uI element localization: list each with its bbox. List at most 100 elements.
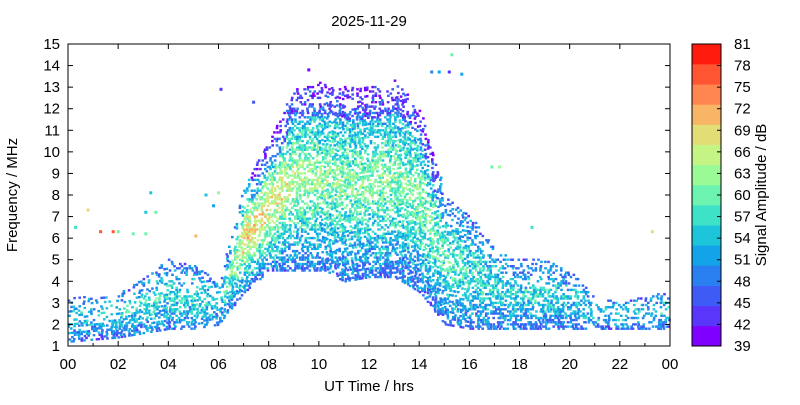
data-point <box>90 338 94 341</box>
data-point <box>182 318 186 322</box>
data-point <box>316 92 319 95</box>
data-point <box>339 271 342 274</box>
data-point <box>309 252 313 255</box>
data-point <box>383 172 386 175</box>
data-point <box>359 249 362 252</box>
data-point <box>276 247 279 251</box>
data-point <box>447 323 450 327</box>
data-point <box>281 206 285 210</box>
data-point <box>178 295 182 298</box>
data-point <box>318 262 321 266</box>
data-point <box>409 271 412 275</box>
data-point <box>426 268 430 271</box>
data-point <box>419 204 423 207</box>
data-point <box>299 94 302 97</box>
data-point <box>286 260 289 264</box>
data-point <box>230 296 234 299</box>
data-point <box>429 236 432 240</box>
data-point <box>288 118 291 121</box>
data-point <box>452 279 455 282</box>
data-point <box>145 299 148 302</box>
data-point <box>333 230 337 233</box>
data-point <box>414 283 417 286</box>
data-point <box>398 199 402 202</box>
data-point <box>358 137 361 140</box>
data-point <box>458 237 462 240</box>
data-point <box>367 189 370 193</box>
data-point <box>338 204 341 207</box>
data-point <box>285 167 289 171</box>
data-point <box>398 244 402 247</box>
data-point <box>321 89 324 92</box>
data-point <box>295 204 299 207</box>
data-point <box>300 178 304 182</box>
data-point <box>386 208 389 212</box>
data-point <box>454 253 458 257</box>
data-point <box>301 262 305 266</box>
data-point <box>288 131 291 134</box>
data-point <box>350 259 354 262</box>
data-point <box>289 107 292 110</box>
data-point <box>436 304 440 308</box>
data-point <box>308 221 312 225</box>
data-point <box>436 279 439 282</box>
data-point <box>329 232 332 235</box>
data-point <box>108 300 111 303</box>
data-point <box>401 222 404 225</box>
data-point <box>355 150 359 154</box>
data-point <box>294 152 297 156</box>
data-point <box>319 269 322 272</box>
data-point <box>231 279 235 282</box>
data-point <box>343 265 347 268</box>
data-point <box>336 222 339 226</box>
data-point <box>462 315 465 318</box>
data-point <box>335 181 339 185</box>
data-point <box>318 176 321 179</box>
data-point <box>465 309 468 312</box>
data-point <box>138 324 141 327</box>
data-point <box>155 303 158 307</box>
data-point <box>436 190 439 193</box>
data-point <box>285 103 289 106</box>
data-point <box>376 260 379 264</box>
data-point <box>300 247 304 251</box>
data-point <box>438 247 442 251</box>
data-point <box>335 201 339 204</box>
data-point <box>323 170 327 173</box>
data-point <box>441 320 445 323</box>
data-point <box>414 270 418 273</box>
data-point <box>324 247 328 251</box>
data-point <box>452 324 455 327</box>
data-point <box>336 149 340 152</box>
data-point <box>356 204 359 207</box>
data-point <box>241 214 245 217</box>
data-point <box>152 321 156 324</box>
data-point <box>339 107 342 110</box>
data-point <box>409 280 413 283</box>
data-point <box>75 311 78 315</box>
data-point <box>316 165 319 169</box>
data-point <box>427 251 430 254</box>
data-point <box>463 218 467 222</box>
data-point <box>376 245 379 248</box>
data-point <box>284 215 287 218</box>
data-point <box>434 176 437 179</box>
data-point <box>443 230 447 233</box>
data-point <box>364 121 368 124</box>
data-point <box>366 237 369 240</box>
data-point <box>401 118 405 121</box>
data-point <box>301 124 305 128</box>
data-point <box>178 282 181 285</box>
data-point <box>135 318 138 321</box>
data-point <box>291 187 295 190</box>
data-point <box>280 185 284 188</box>
data-point <box>150 313 153 316</box>
data-point <box>226 259 230 262</box>
data-point <box>268 243 271 246</box>
data-point <box>308 191 311 194</box>
data-point <box>213 283 217 286</box>
data-point <box>366 177 370 180</box>
data-point <box>275 126 279 130</box>
data-point <box>235 274 239 278</box>
data-point <box>384 202 387 205</box>
